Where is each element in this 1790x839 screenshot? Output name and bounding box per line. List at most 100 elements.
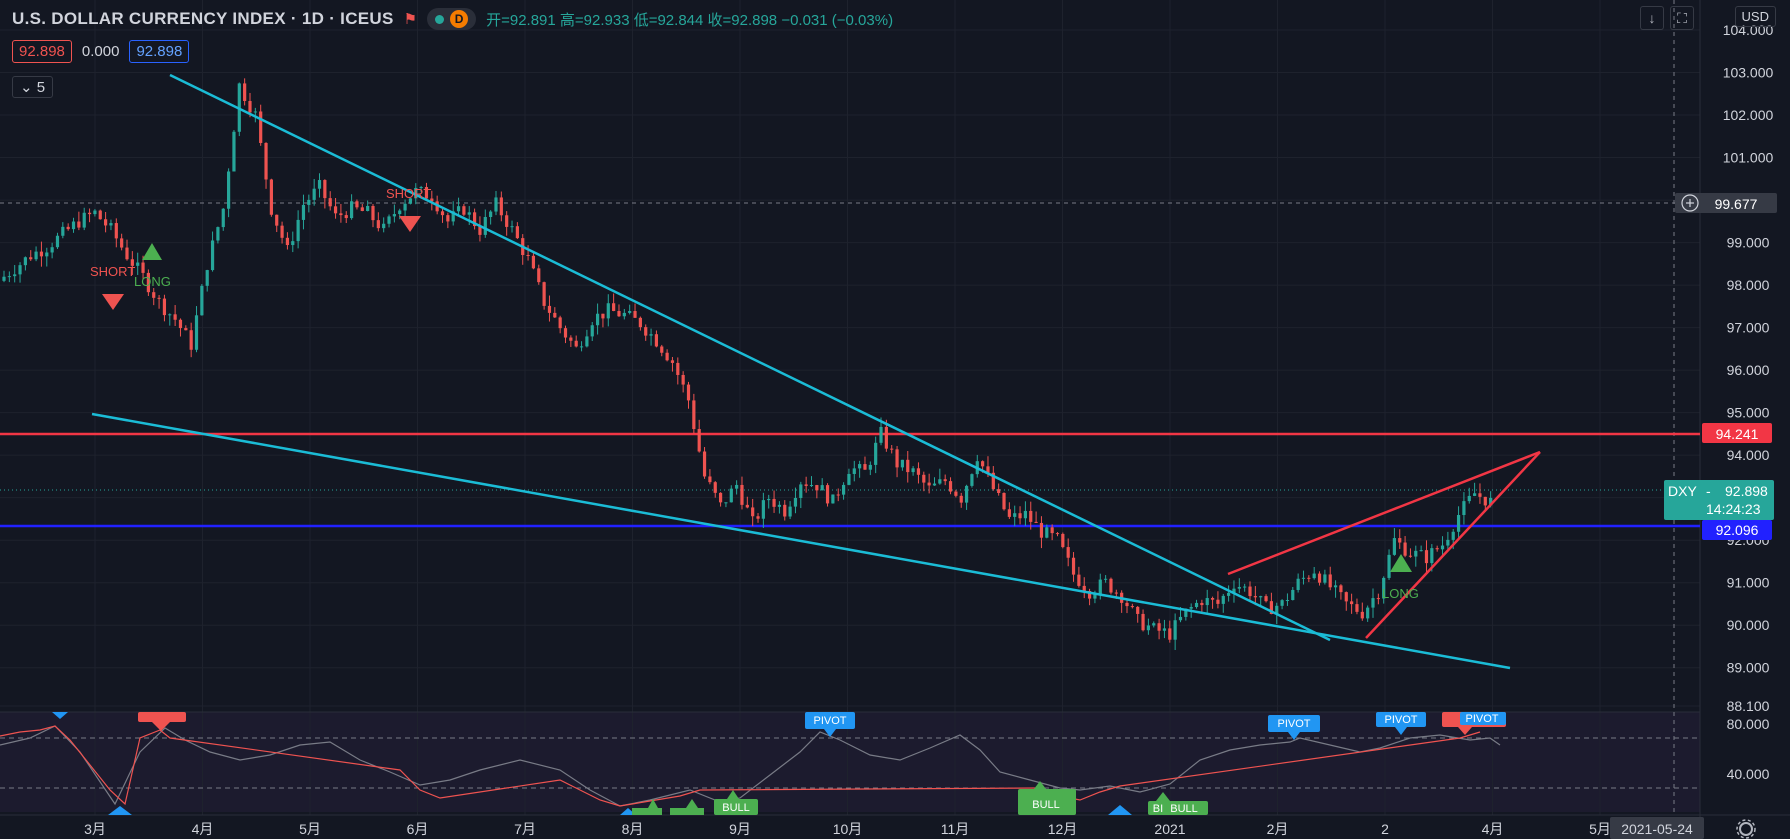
svg-text:DXY: DXY	[1668, 483, 1697, 499]
market-status[interactable]: D	[427, 8, 477, 30]
candle-body	[841, 484, 846, 495]
candle-body	[585, 336, 589, 347]
candle-body	[462, 206, 466, 215]
candle-body	[649, 334, 653, 336]
candle-body	[1248, 586, 1252, 597]
time-axis[interactable]: 3月 4月 5月 6月 7月 8月 9月 10月 11月 12月 2021 2月 2 4月 5月	[84, 821, 1611, 837]
candle-body	[1194, 602, 1199, 608]
candle-body	[403, 203, 407, 211]
candle-body	[1344, 592, 1348, 602]
candle-body	[735, 484, 739, 489]
candle-body	[280, 225, 284, 238]
candle-body	[847, 473, 851, 485]
svg-text:99.677: 99.677	[1715, 196, 1758, 212]
candle-body	[718, 492, 723, 503]
time-axis-label: 8月	[622, 821, 644, 837]
candle-body	[1360, 611, 1364, 619]
candle-body	[494, 197, 498, 212]
candle-body	[253, 111, 257, 113]
osc-pivot-label-4: PIVOT	[1442, 712, 1506, 735]
candle-body	[194, 315, 199, 350]
candle-body	[184, 328, 188, 331]
candle-body	[793, 497, 798, 507]
candle-body	[93, 210, 97, 215]
candle-body	[1168, 628, 1172, 640]
candle-body	[1446, 539, 1450, 546]
add-alert-icon	[1681, 194, 1699, 212]
candle-body	[328, 198, 332, 207]
price-axis-label: 98.000	[1727, 277, 1770, 293]
candle-body	[307, 199, 311, 205]
candle-body	[1323, 574, 1327, 583]
collapse-indicators-button[interactable]: ⌄ 5	[12, 76, 54, 98]
settings-icon[interactable]	[1736, 819, 1756, 839]
candle-body	[1301, 577, 1306, 579]
candle-body	[1392, 538, 1396, 555]
candle-body	[162, 298, 167, 316]
candle-body	[713, 482, 717, 493]
candle-body	[884, 426, 888, 449]
candle-body	[125, 247, 129, 260]
symbol-title[interactable]: U.S. DOLLAR CURRENCY INDEX · 1D · ICEUS	[12, 9, 394, 28]
candle-body	[1376, 598, 1380, 600]
candle-body	[344, 215, 348, 219]
candle-body	[906, 459, 910, 473]
candle-body	[1114, 592, 1118, 594]
osc-pivot-arrow-top	[52, 712, 68, 719]
candle-body	[831, 494, 835, 504]
candle-body	[654, 334, 659, 347]
candle-body	[922, 474, 926, 483]
candle-body	[77, 221, 81, 228]
candle-body	[788, 506, 792, 517]
candle-body	[50, 247, 54, 253]
candle-body	[39, 251, 44, 257]
candle-body	[943, 479, 947, 482]
candle-body	[1280, 600, 1284, 606]
fullscreen-button[interactable]: ⛶	[1670, 6, 1694, 30]
candle-body	[387, 216, 391, 224]
candle-body	[414, 187, 418, 199]
svg-text:PIVOT: PIVOT	[1384, 714, 1417, 726]
currency-button[interactable]: USD	[1734, 6, 1776, 27]
svg-text:BULL: BULL	[722, 802, 750, 814]
candle-body	[291, 241, 295, 246]
time-axis-label: 10月	[833, 821, 863, 837]
candle-body	[1398, 538, 1402, 543]
candle-body	[1184, 608, 1188, 617]
candle-body	[916, 468, 921, 475]
candle-body	[1371, 598, 1375, 608]
trendline-lower	[91, 412, 1511, 670]
candle-body	[1275, 605, 1279, 615]
candle-body	[970, 474, 974, 486]
candle-body	[61, 226, 65, 236]
candle-body	[467, 212, 471, 215]
candle-body	[451, 211, 455, 222]
candle-body	[590, 325, 594, 337]
candle-body	[879, 426, 883, 443]
candle-body	[1462, 501, 1466, 516]
candle-body	[890, 448, 894, 450]
candle-body	[366, 205, 370, 211]
candle-body	[333, 206, 338, 214]
candle-body	[1451, 531, 1455, 540]
candle-body	[1221, 595, 1225, 604]
time-axis-label: 11月	[941, 821, 970, 837]
candle-body	[1307, 577, 1311, 579]
candle-body	[1061, 533, 1065, 548]
candle-body	[622, 312, 626, 317]
candle-body	[815, 485, 819, 491]
osc-bi-label: BI	[1153, 803, 1163, 815]
candle-body	[104, 219, 108, 226]
indicator-value-zero: 0.000	[81, 43, 120, 60]
candle-body	[66, 226, 70, 230]
flag-icon[interactable]: ⚑	[403, 11, 418, 28]
scroll-down-button[interactable]: ↓	[1640, 6, 1664, 30]
osc-pivot-label-2: PIVOT	[1268, 715, 1320, 740]
candle-body	[1243, 586, 1247, 588]
candle-body	[911, 468, 915, 473]
candle-body	[1489, 497, 1493, 506]
candle-body	[702, 451, 707, 477]
candle-body	[1050, 527, 1054, 534]
candle-body	[1430, 548, 1434, 564]
